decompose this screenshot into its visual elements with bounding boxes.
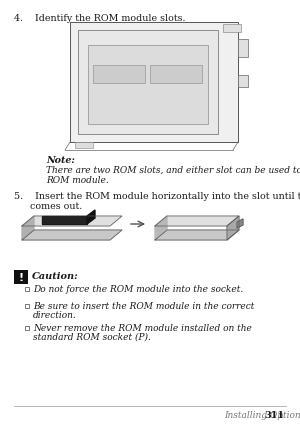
Bar (93, 65, 145, 83)
Polygon shape (22, 216, 122, 226)
Text: standard ROM socket (P).: standard ROM socket (P). (33, 333, 151, 342)
Bar (238, 75, 248, 87)
Text: direction.: direction. (33, 311, 77, 320)
Text: 5.    Insert the ROM module horizontally into the slot until the clip: 5. Insert the ROM module horizontally in… (14, 192, 300, 201)
Text: comes out.: comes out. (30, 202, 82, 211)
Bar (150, 65, 202, 83)
Text: Never remove the ROM module installed on the: Never remove the ROM module installed on… (33, 324, 252, 333)
Bar (14, 270, 28, 284)
Bar (25, 304, 29, 308)
Text: Caution:: Caution: (32, 272, 79, 281)
Bar (78, 30, 218, 134)
Polygon shape (227, 216, 239, 240)
Text: Installing Options: Installing Options (224, 411, 300, 420)
Bar (25, 287, 29, 291)
Polygon shape (155, 216, 167, 240)
Text: Do not force the ROM module into the socket.: Do not force the ROM module into the soc… (33, 285, 243, 294)
Polygon shape (155, 230, 239, 240)
Text: 311: 311 (264, 411, 284, 420)
Text: Be sure to insert the ROM module in the correct: Be sure to insert the ROM module in the … (33, 302, 254, 311)
Polygon shape (237, 219, 243, 228)
Text: There are two ROM slots, and either slot can be used to attach the: There are two ROM slots, and either slot… (46, 166, 300, 175)
Text: 4.    Identify the ROM module slots.: 4. Identify the ROM module slots. (14, 14, 185, 23)
Bar (75, 142, 93, 148)
Polygon shape (22, 216, 34, 240)
Text: ROM module.: ROM module. (46, 176, 109, 185)
Bar (238, 39, 248, 57)
Polygon shape (87, 210, 95, 224)
Bar (223, 24, 241, 32)
Bar (70, 22, 238, 142)
Polygon shape (155, 216, 239, 226)
Polygon shape (22, 230, 122, 240)
Text: !: ! (18, 273, 24, 283)
Bar (88, 45, 208, 124)
Polygon shape (42, 216, 87, 224)
Bar (25, 326, 29, 330)
Text: Note:: Note: (46, 156, 75, 165)
